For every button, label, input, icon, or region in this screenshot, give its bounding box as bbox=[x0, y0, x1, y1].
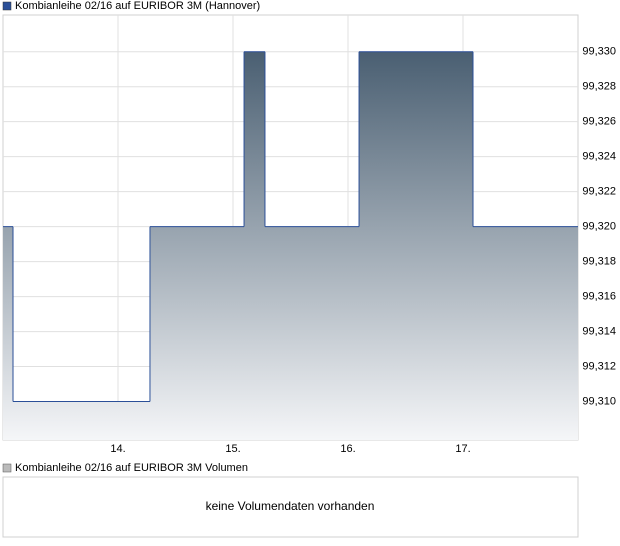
x-tick-label: 14. bbox=[110, 443, 125, 455]
y-tick-label: 99,318 bbox=[582, 256, 616, 268]
y-tick-label: 99,312 bbox=[582, 360, 616, 372]
y-tick-label: 99,330 bbox=[582, 46, 616, 58]
y-tick-label: 99,314 bbox=[582, 325, 616, 337]
y-tick-label: 99,320 bbox=[582, 221, 616, 233]
volume-frame bbox=[2, 476, 579, 538]
marks bbox=[3, 51, 578, 440]
y-tick-label: 99,326 bbox=[582, 116, 616, 128]
legend-swatch bbox=[2, 1, 12, 11]
volume-message: keine Volumendaten vorhanden bbox=[206, 499, 375, 513]
legend-label: Kombianleihe 02/16 auf EURIBOR 3M Volume… bbox=[15, 462, 248, 474]
y-tick-label: 99,322 bbox=[582, 186, 616, 198]
legend-swatch bbox=[2, 463, 12, 473]
y-tick-label: 99,328 bbox=[582, 81, 616, 93]
area-fill bbox=[3, 51, 578, 440]
legend-label: Kombianleihe 02/16 auf EURIBOR 3M (Hanno… bbox=[15, 0, 260, 12]
y-tick-label: 99,316 bbox=[582, 290, 616, 302]
y-tick-label: 99,310 bbox=[582, 395, 616, 407]
x-tick-label: 15. bbox=[225, 443, 240, 455]
x-tick-label: 16. bbox=[340, 443, 355, 455]
y-tick-label: 99,324 bbox=[582, 151, 616, 163]
x-tick-label: 17. bbox=[455, 443, 470, 455]
